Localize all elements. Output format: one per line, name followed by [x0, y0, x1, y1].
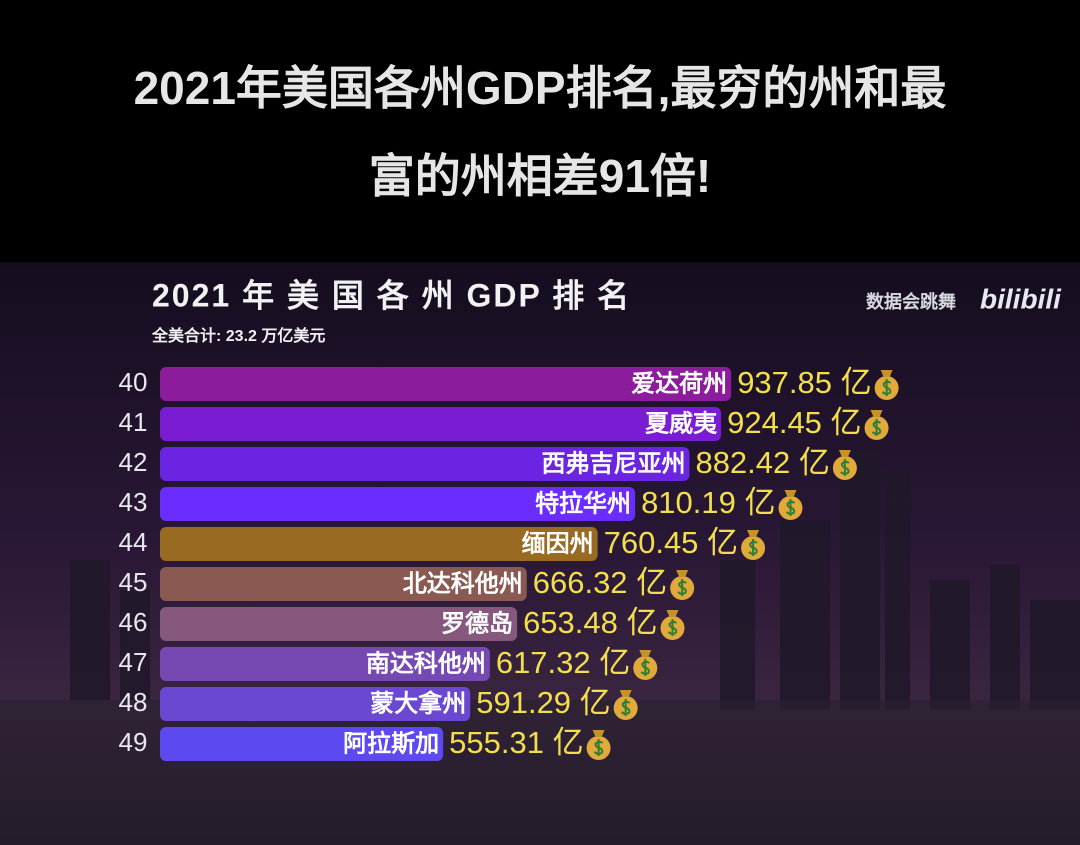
water	[0, 700, 1080, 845]
category-label: 阿拉斯加	[343, 729, 439, 757]
dollar	[785, 499, 796, 516]
bag-neck	[784, 490, 797, 497]
category-label: 夏威夷	[645, 409, 718, 437]
dollar	[840, 459, 850, 476]
bag-neck	[666, 610, 679, 617]
value-label: 666.32 亿	[533, 565, 667, 600]
value-label: 924.45 亿	[727, 405, 861, 440]
rank-label: 48	[119, 687, 148, 717]
chart-subtitle: 全美合计: 23.2 万亿美元	[151, 326, 325, 345]
rank-label: 49	[119, 727, 148, 757]
bar	[160, 727, 444, 761]
bar	[160, 447, 690, 481]
plot: 40 爱达荷州 937.85 亿 41 夏威夷 924.45 亿 42 西弗吉尼亚州 882.4…	[119, 365, 899, 761]
value-label: 591.29 亿	[476, 685, 610, 720]
watermark: 数据会跳舞	[866, 291, 956, 312]
bar	[160, 647, 490, 681]
money-bag-icon	[874, 370, 899, 400]
logo: bilibili	[980, 283, 1062, 314]
bag-neck	[639, 650, 652, 657]
money-bag-icon	[586, 730, 611, 760]
rank-label: 45	[119, 567, 148, 597]
dollar	[748, 539, 758, 556]
dollar	[620, 699, 631, 716]
money-bag-icon	[670, 570, 695, 600]
category-label: 西弗吉尼亚州	[541, 450, 685, 477]
rank-label: 44	[119, 527, 148, 557]
value-label: 882.42 亿	[695, 445, 829, 480]
category-label: 缅因州	[522, 530, 594, 557]
bag-neck	[870, 410, 883, 417]
money-bag-icon	[660, 610, 685, 640]
rank-label: 42	[119, 447, 148, 477]
category-label: 南达科他州	[366, 650, 486, 677]
bar	[160, 407, 722, 441]
money-bag-icon	[633, 650, 658, 680]
value-label: 653.48 亿	[523, 605, 657, 640]
chart-title: 2021 年 美 国 各 州 GDP 排 名	[152, 277, 631, 313]
bar	[160, 607, 518, 641]
value-label: 617.32 亿	[496, 645, 630, 680]
value-label: 937.85 亿	[737, 365, 871, 400]
rank-label: 43	[119, 487, 148, 517]
bag-neck	[619, 690, 632, 697]
bag-neck	[838, 450, 851, 457]
value-label: 555.31 亿	[449, 725, 583, 760]
skyline	[70, 450, 1080, 710]
rank-label: 41	[119, 407, 148, 437]
bag-neck	[880, 370, 893, 377]
category-label: 爱达荷州	[631, 370, 727, 397]
money-bag-icon	[741, 530, 766, 560]
headline-line: 2021年美国各州GDP排名,最穷的州和最	[134, 62, 947, 114]
bar	[160, 487, 636, 521]
dollar	[871, 419, 882, 436]
category-label: 罗德岛	[441, 609, 513, 637]
headline-line: 富的州相差91倍!	[369, 150, 711, 202]
bar	[160, 687, 471, 721]
category-label: 北达科他州	[403, 570, 523, 597]
bag-neck	[747, 530, 760, 537]
bar	[160, 567, 527, 601]
dollar	[881, 379, 892, 396]
bar	[160, 527, 598, 561]
value-label: 810.19 亿	[641, 485, 775, 520]
dollar	[667, 619, 678, 636]
bar	[160, 367, 732, 401]
category-label: 特拉华州	[535, 489, 631, 517]
dollar	[593, 739, 604, 756]
money-bag-icon	[832, 450, 857, 480]
category-label: 蒙大拿州	[370, 689, 466, 717]
bag-neck	[676, 570, 689, 577]
rank-label: 47	[119, 647, 148, 677]
money-bag-icon	[778, 490, 803, 520]
money-bag-icon	[613, 690, 638, 720]
money-bag-icon	[864, 410, 889, 440]
dollar	[677, 579, 687, 596]
bag-neck	[592, 730, 605, 737]
rank-label: 40	[119, 367, 148, 397]
rank-label: 46	[119, 607, 148, 637]
headline-band	[0, 0, 1080, 262]
value-label: 760.45 亿	[604, 525, 738, 560]
dollar	[640, 659, 650, 676]
